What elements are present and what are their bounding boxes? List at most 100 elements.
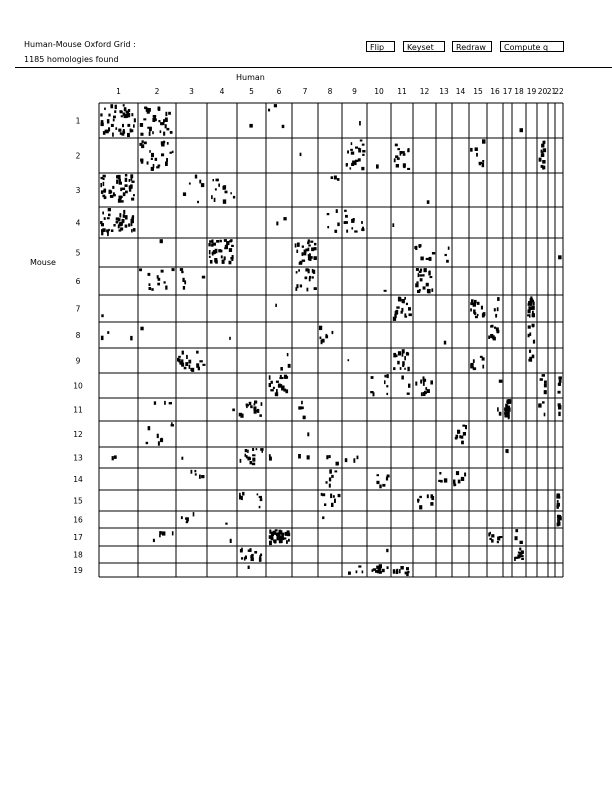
grid-cell-homologies (139, 106, 173, 136)
homology-dot (309, 253, 311, 257)
homology-dot (229, 538, 232, 543)
homology-dot (386, 374, 389, 379)
homology-dot (113, 115, 116, 119)
homology-dot (224, 190, 228, 194)
grid-cell-homologies (538, 401, 546, 417)
x-tick-label: 6 (277, 87, 282, 96)
homology-dot (100, 190, 104, 194)
grid-cell-homologies (386, 548, 389, 553)
homology-dot (294, 243, 297, 248)
homology-dot (118, 128, 122, 132)
homology-dot (139, 268, 142, 272)
homology-dot (332, 495, 335, 498)
homology-dot (164, 117, 168, 122)
homology-dot (351, 218, 355, 223)
homology-dot (543, 165, 546, 170)
homology-dot (164, 124, 167, 129)
homology-dot (531, 323, 535, 327)
keyset-button[interactable]: Keyset (403, 41, 445, 52)
grid-cell-homologies (225, 522, 228, 525)
grid-cell-homologies (556, 514, 562, 527)
homology-dot (329, 469, 332, 474)
homology-dot (151, 288, 154, 291)
grid-cell-homologies (345, 139, 366, 171)
homology-dot (259, 498, 263, 502)
homology-dot (223, 256, 226, 261)
homology-dot (311, 247, 315, 252)
flip-button[interactable]: Flip (366, 41, 395, 52)
homology-dot (496, 541, 499, 544)
homology-dot (148, 283, 151, 286)
homology-dot (482, 364, 485, 369)
homology-dot (117, 174, 121, 180)
compute-q-button[interactable]: Compute q (500, 41, 564, 52)
homology-dot (208, 255, 211, 258)
homology-dot (196, 350, 199, 354)
homology-dot (443, 478, 448, 483)
grid-cell-homologies (229, 336, 231, 340)
homology-dot (100, 221, 103, 224)
homology-dot (118, 181, 122, 185)
homology-dot (379, 484, 382, 489)
homology-dot (428, 271, 431, 276)
homology-dot (252, 457, 256, 462)
homology-dot (426, 494, 429, 499)
y-tick-label: 18 (73, 551, 83, 560)
homology-dot (144, 106, 148, 110)
homology-dot (248, 401, 252, 406)
homology-dot (112, 118, 115, 122)
homology-dot (162, 531, 166, 536)
homology-dot (419, 274, 423, 277)
homology-dot (376, 474, 379, 477)
homology-dot (407, 149, 410, 153)
homology-dot (300, 406, 304, 410)
homology-dot (350, 142, 353, 146)
homology-dot (127, 113, 130, 118)
homology-dot (229, 240, 232, 243)
homology-dot (299, 284, 303, 288)
homology-dot (476, 301, 480, 305)
homology-dot (541, 374, 545, 377)
homology-dot (117, 218, 121, 222)
homology-dot (393, 367, 396, 371)
homology-dot (123, 114, 127, 119)
homology-dot (482, 139, 486, 144)
homology-dot (133, 124, 135, 128)
homology-dot (143, 118, 147, 121)
x-tick-label: 7 (303, 87, 308, 96)
homology-dot (462, 424, 466, 427)
homology-dot (101, 314, 104, 318)
homology-dot (348, 571, 351, 575)
homology-dot (398, 298, 402, 302)
x-tick-label: 4 (220, 87, 225, 96)
homology-dot (250, 555, 254, 558)
homology-dot (269, 456, 272, 461)
homology-dot (397, 148, 400, 151)
grid-cell-homologies (415, 376, 433, 397)
homology-dot (308, 244, 311, 247)
homology-dot (219, 239, 222, 243)
homology-dot (160, 122, 164, 126)
redraw-button[interactable]: Redraw (452, 41, 492, 52)
grid-cell-homologies (415, 268, 434, 294)
grid-cell-homologies (268, 104, 285, 129)
homology-dot (171, 150, 174, 154)
homology-dot (504, 414, 508, 418)
homology-dot (540, 164, 544, 168)
homology-dot (556, 522, 560, 527)
homology-dot (444, 253, 447, 257)
homology-dot (394, 311, 398, 315)
homology-dot (481, 162, 485, 168)
homology-dot (418, 270, 422, 273)
homology-dot (182, 286, 186, 290)
homology-dot (370, 391, 374, 394)
homology-dot (245, 455, 248, 459)
homology-dot (295, 271, 298, 274)
homology-dot (190, 469, 193, 474)
homology-dot (102, 181, 105, 187)
y-tick-label: 3 (76, 186, 81, 195)
homology-dot (298, 406, 302, 410)
homology-dot (557, 518, 559, 521)
grid-cell-homologies (444, 246, 450, 263)
homology-dot (114, 110, 117, 113)
